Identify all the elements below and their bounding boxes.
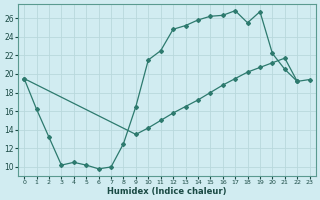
X-axis label: Humidex (Indice chaleur): Humidex (Indice chaleur) <box>107 187 227 196</box>
